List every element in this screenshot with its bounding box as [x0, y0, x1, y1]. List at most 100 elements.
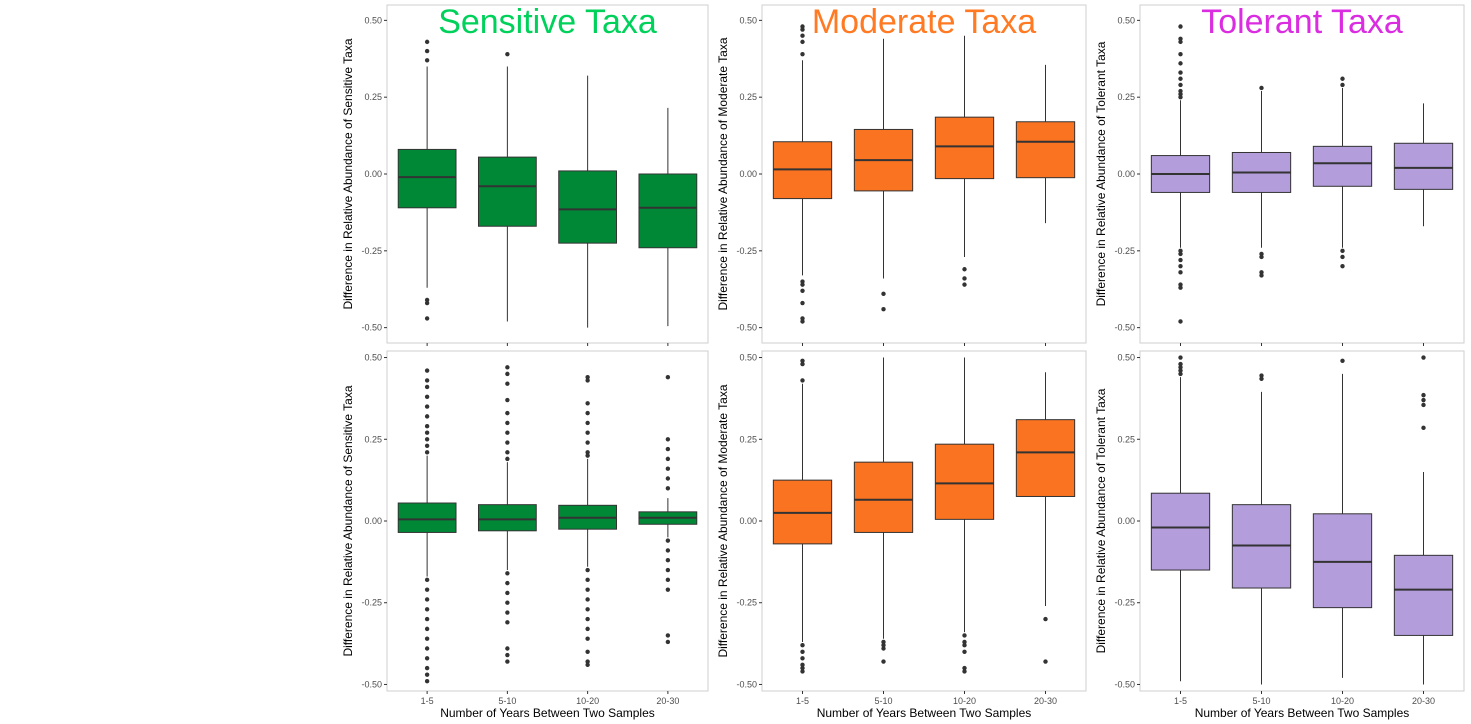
outlier-point [424, 672, 430, 677]
outlier-point [585, 374, 590, 380]
y-axis-label: Difference in Relative Abundance of Mode… [716, 37, 730, 310]
outlier-point [1259, 251, 1264, 257]
y-tick-label: 0.25 [364, 434, 382, 444]
outlier-point [1259, 373, 1264, 378]
outlier-point [1421, 402, 1426, 408]
y-tick-label: 0.00 [364, 516, 382, 526]
y-tick-label: 0.50 [364, 15, 382, 25]
box-10-20 [1312, 358, 1373, 678]
outlier-point [665, 446, 671, 452]
box-10-20 [558, 75, 618, 328]
outlier-point [800, 33, 805, 38]
outlier-point [505, 371, 510, 377]
outlier-point [585, 401, 590, 406]
outlier-point [424, 58, 430, 63]
outlier-point [665, 558, 671, 563]
outlier-point [424, 384, 430, 390]
outlier-point [665, 456, 671, 462]
outlier-point [1421, 397, 1426, 403]
outlier-point [505, 571, 510, 576]
outlier-point [665, 476, 671, 481]
outlier-point [505, 659, 510, 664]
outlier-point [1178, 36, 1183, 41]
box-body [1312, 145, 1373, 187]
outlier-point [585, 597, 590, 602]
outlier-point [505, 51, 510, 57]
box-1-5 [772, 24, 833, 324]
outlier-point [1340, 76, 1345, 81]
panel-title: Tolerant Taxa [1201, 3, 1403, 41]
outlier-point [1421, 425, 1426, 431]
outlier-point [800, 288, 805, 293]
outlier-point [665, 374, 671, 380]
y-tick-label: -0.50 [736, 679, 757, 689]
outlier-point [665, 633, 671, 638]
box-1-5 [397, 368, 457, 684]
outlier-point [585, 662, 590, 668]
outlier-point [1178, 39, 1183, 45]
outlier-point [424, 587, 430, 592]
outlier-point [424, 404, 430, 409]
outlier-point [1178, 70, 1183, 75]
outlier-point [424, 300, 430, 306]
outlier-point [1043, 616, 1048, 622]
outlier-point [505, 600, 510, 605]
x-axis-label: Number of Years Between Two Samples [1195, 706, 1410, 720]
outlier-point [1178, 257, 1183, 263]
outlier-point [424, 597, 430, 602]
box-body [853, 461, 914, 533]
outlier-point [962, 633, 967, 638]
y-tick-label: -0.25 [361, 246, 382, 256]
outlier-point [665, 437, 671, 442]
outlier-point [1178, 61, 1183, 66]
outlier-point [424, 636, 430, 641]
outlier-point [424, 394, 430, 399]
y-axis-label: Difference in Relative Abundance of Sens… [341, 38, 355, 309]
outlier-point [800, 27, 805, 32]
outlier-point [424, 450, 430, 455]
outlier-point [505, 365, 510, 370]
y-tick-label: 0.50 [364, 353, 382, 363]
outlier-point [1340, 248, 1345, 254]
outlier-point [962, 276, 967, 281]
outlier-point [881, 659, 886, 664]
outlier-point [505, 610, 510, 615]
box-10-20 [934, 35, 995, 287]
outlier-point [424, 368, 430, 373]
outlier-point [424, 423, 430, 429]
outlier-point [1178, 248, 1183, 254]
panel-3: -0.50 -0.25 0.00 0.25 0.50 Difference in Rela… [1094, 3, 1465, 346]
outlier-point [962, 282, 967, 287]
box-5-10 [1231, 373, 1292, 685]
outlier-point [424, 678, 430, 684]
panel-4: -0.50 -0.25 0.00 0.25 0.50 1-5 5-10 10-20 20-30 D… [341, 350, 709, 720]
outlier-point [1178, 251, 1183, 257]
y-tick-label: 0.00 [739, 169, 757, 179]
box-1-5 [772, 358, 833, 674]
box-body [558, 170, 618, 244]
x-tick-label: 20-30 [656, 696, 679, 706]
outlier-point [1043, 659, 1048, 664]
outlier-point [881, 646, 886, 651]
outlier-point [585, 587, 590, 592]
outlier-point [505, 652, 510, 658]
y-tick-label: 0.00 [739, 516, 757, 526]
outlier-point [505, 620, 510, 625]
y-tick-label: 0.50 [739, 15, 757, 25]
outlier-point [1340, 254, 1345, 260]
outlier-point [424, 316, 430, 321]
outlier-point [800, 282, 805, 287]
outlier-point [800, 643, 805, 648]
box-body [1015, 121, 1076, 179]
outlier-point [1259, 254, 1264, 260]
box-body [1150, 492, 1211, 571]
outlier-point [800, 662, 805, 668]
outlier-point [585, 659, 590, 664]
y-tick-label: -0.25 [736, 246, 757, 256]
x-tick-label: 20-30 [1034, 696, 1057, 706]
outlier-point [962, 643, 967, 648]
outlier-point [424, 626, 430, 632]
x-tick-label: 5-10 [874, 696, 892, 706]
outlier-point [585, 430, 590, 435]
